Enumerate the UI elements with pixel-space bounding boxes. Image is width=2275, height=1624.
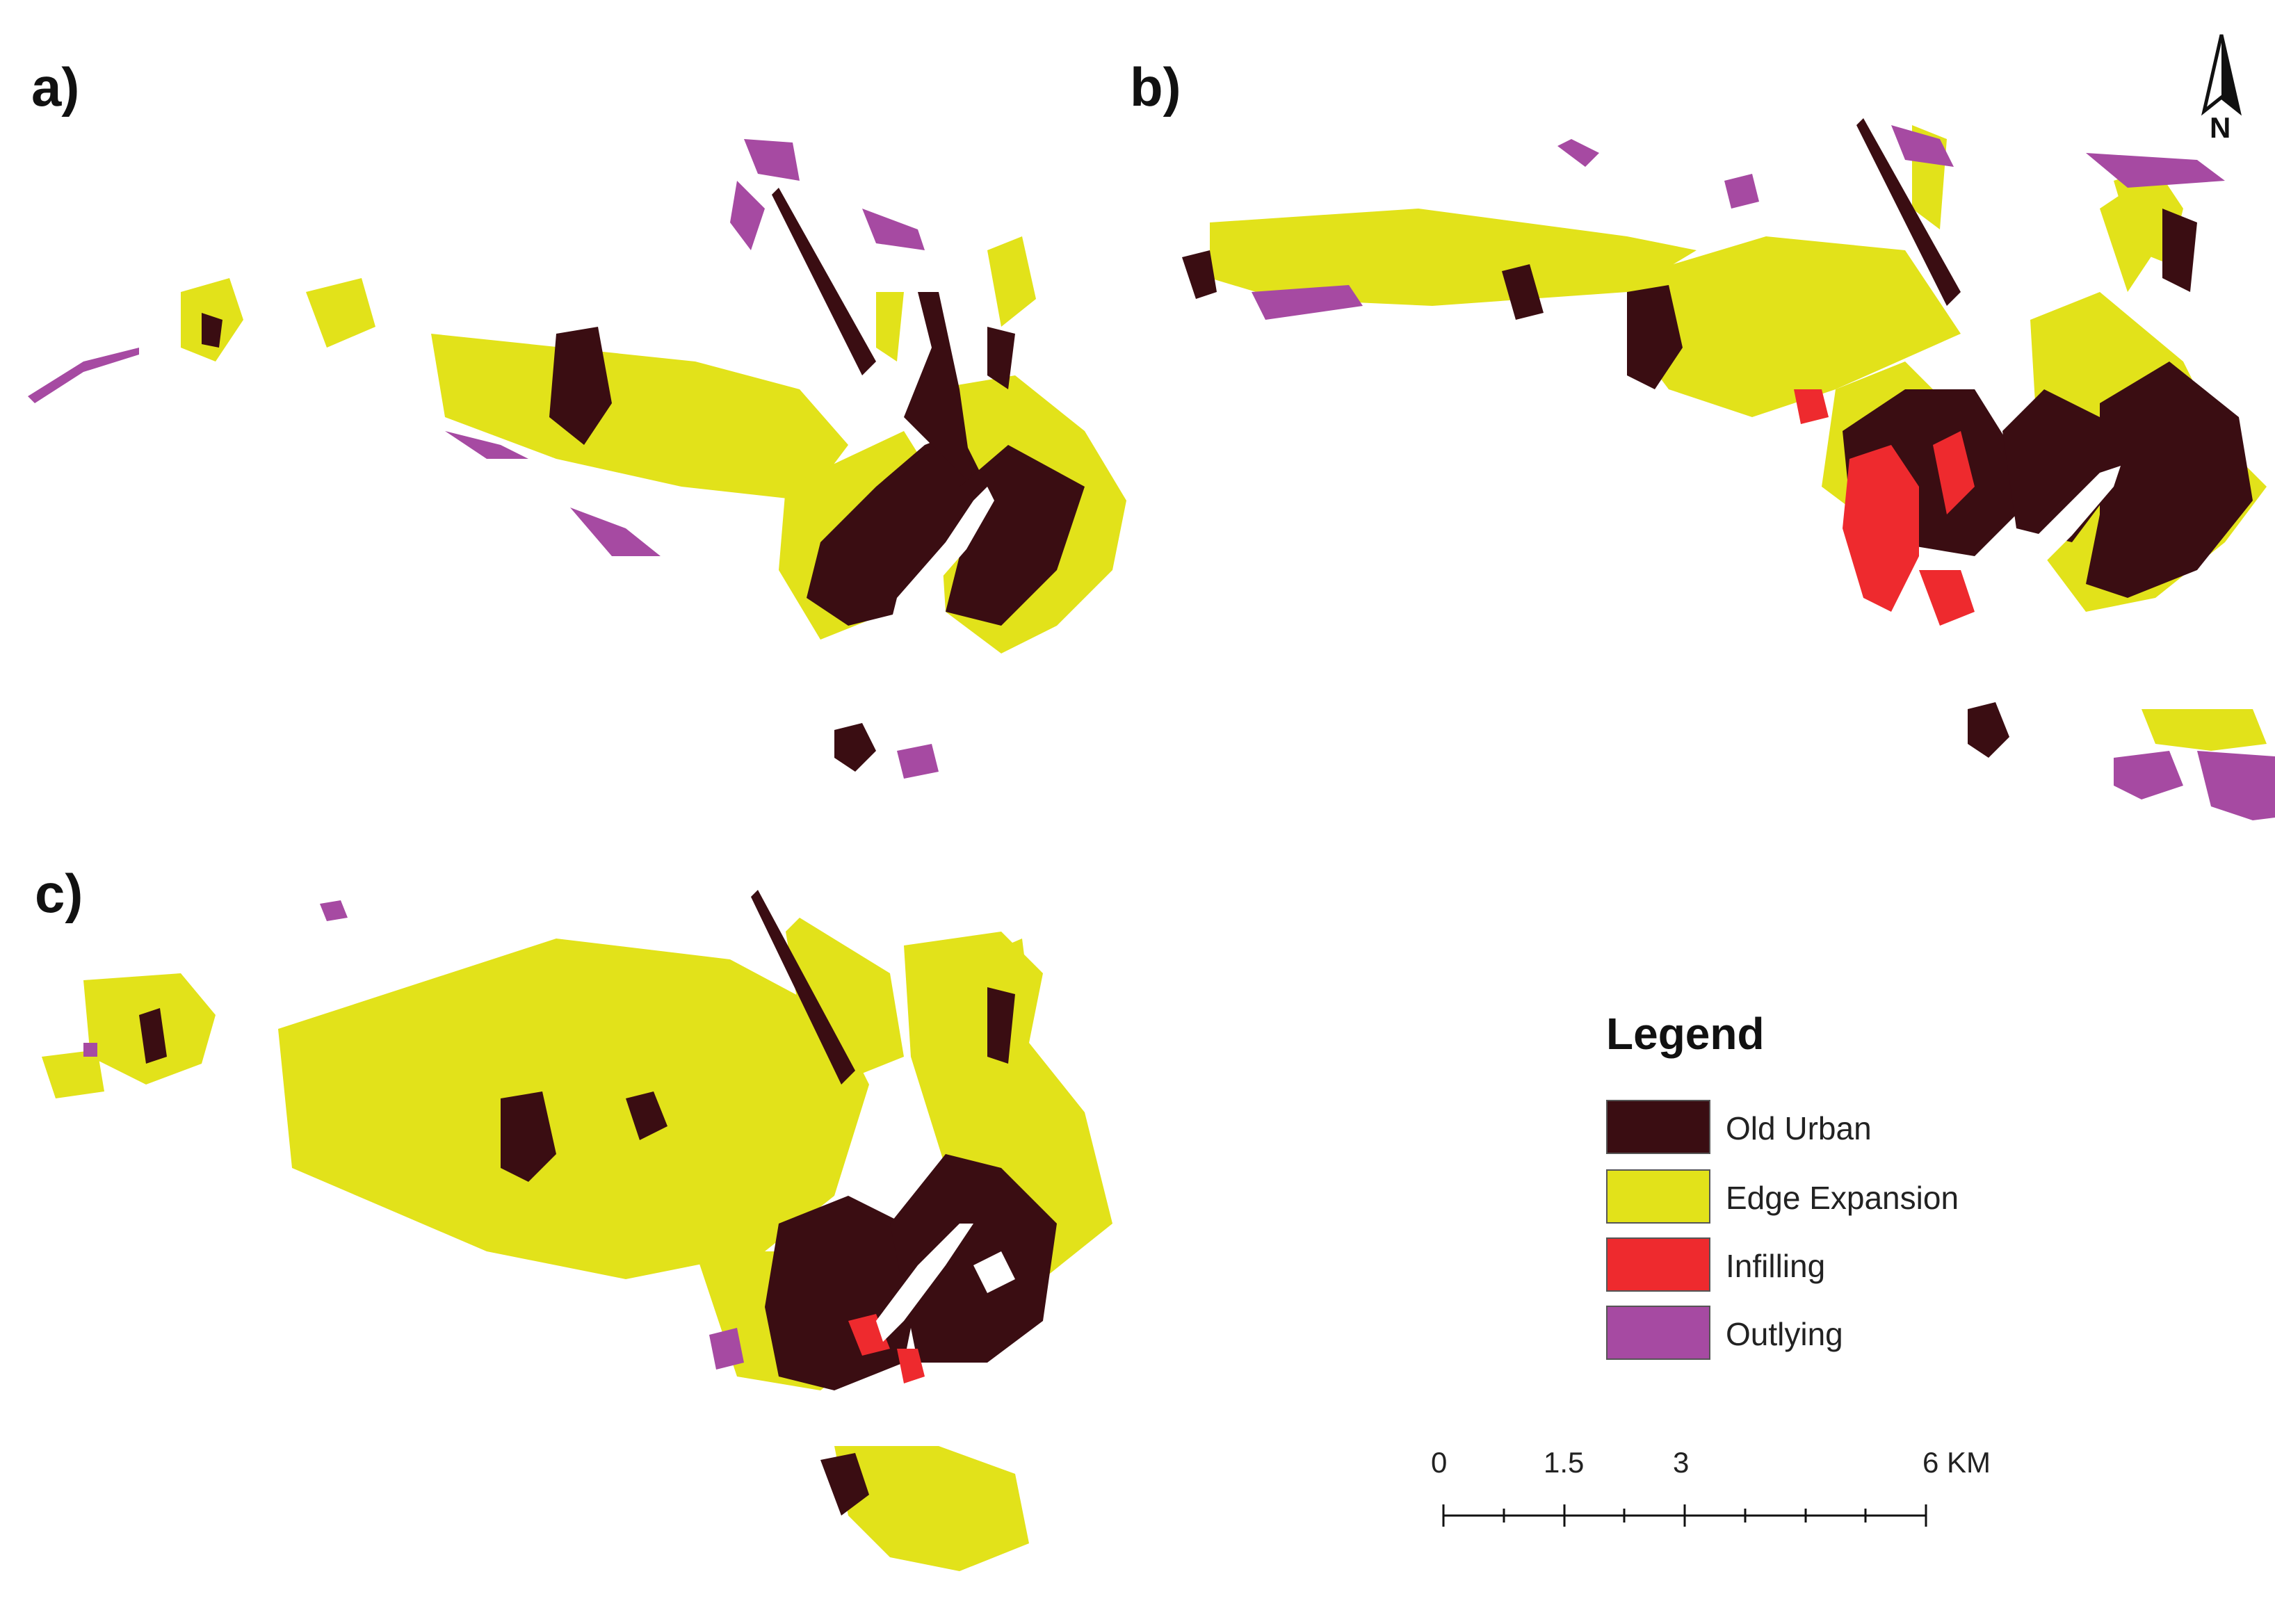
map-panel-c bbox=[42, 890, 1112, 1571]
scale-bar-line bbox=[1442, 1504, 1927, 1527]
legend-item-infilling: Infilling bbox=[1606, 1237, 2023, 1293]
outlying-area bbox=[1252, 125, 2275, 820]
legend-label: Outlying bbox=[1726, 1316, 1843, 1352]
map-panel-a bbox=[28, 139, 1126, 779]
legend-swatch bbox=[1606, 1169, 1710, 1224]
panel-label-b: b) bbox=[1130, 56, 1181, 117]
legend-item-edge-expansion: Edge Expansion bbox=[1606, 1169, 2023, 1225]
river bbox=[2002, 466, 2121, 584]
scale-label-1-5: 1.5 bbox=[1544, 1446, 1585, 1479]
scale-label-0: 0 bbox=[1431, 1446, 1448, 1479]
map-panel-b bbox=[1182, 118, 2275, 820]
scale-label-3: 3 bbox=[1673, 1446, 1690, 1479]
legend-label: Infilling bbox=[1726, 1248, 1826, 1284]
panel-label-a: a) bbox=[31, 56, 80, 117]
legend-swatch bbox=[1606, 1100, 1710, 1154]
river bbox=[876, 1224, 1015, 1342]
north-arrow-icon bbox=[2201, 34, 2242, 116]
legend-item-old-urban: Old Urban bbox=[1606, 1100, 2023, 1155]
scale-bar: 0 1.5 3 6 KM bbox=[1425, 1446, 1991, 1543]
panel-label-c: c) bbox=[35, 863, 83, 924]
legend-title: Legend bbox=[1606, 1009, 1765, 1059]
legend-swatch bbox=[1606, 1237, 1710, 1292]
scale-label-6-km: 6 KM bbox=[1922, 1446, 1991, 1479]
river bbox=[890, 487, 994, 626]
legend-item-outlying: Outlying bbox=[1606, 1306, 2023, 1361]
old-urban-area bbox=[202, 188, 1085, 772]
outlying-area bbox=[83, 900, 744, 1370]
legend-label: Edge Expansion bbox=[1726, 1180, 1959, 1216]
legend-label: Old Urban bbox=[1726, 1110, 1872, 1146]
infilling-area bbox=[1794, 389, 1975, 626]
north-arrow: N bbox=[2183, 28, 2260, 153]
north-arrow-label: N bbox=[2210, 111, 2231, 144]
outlying-area bbox=[28, 139, 939, 779]
legend-swatch bbox=[1606, 1306, 1710, 1360]
legend: Legend Old Urban Edge Expansion Infillin… bbox=[1599, 1008, 2030, 1383]
